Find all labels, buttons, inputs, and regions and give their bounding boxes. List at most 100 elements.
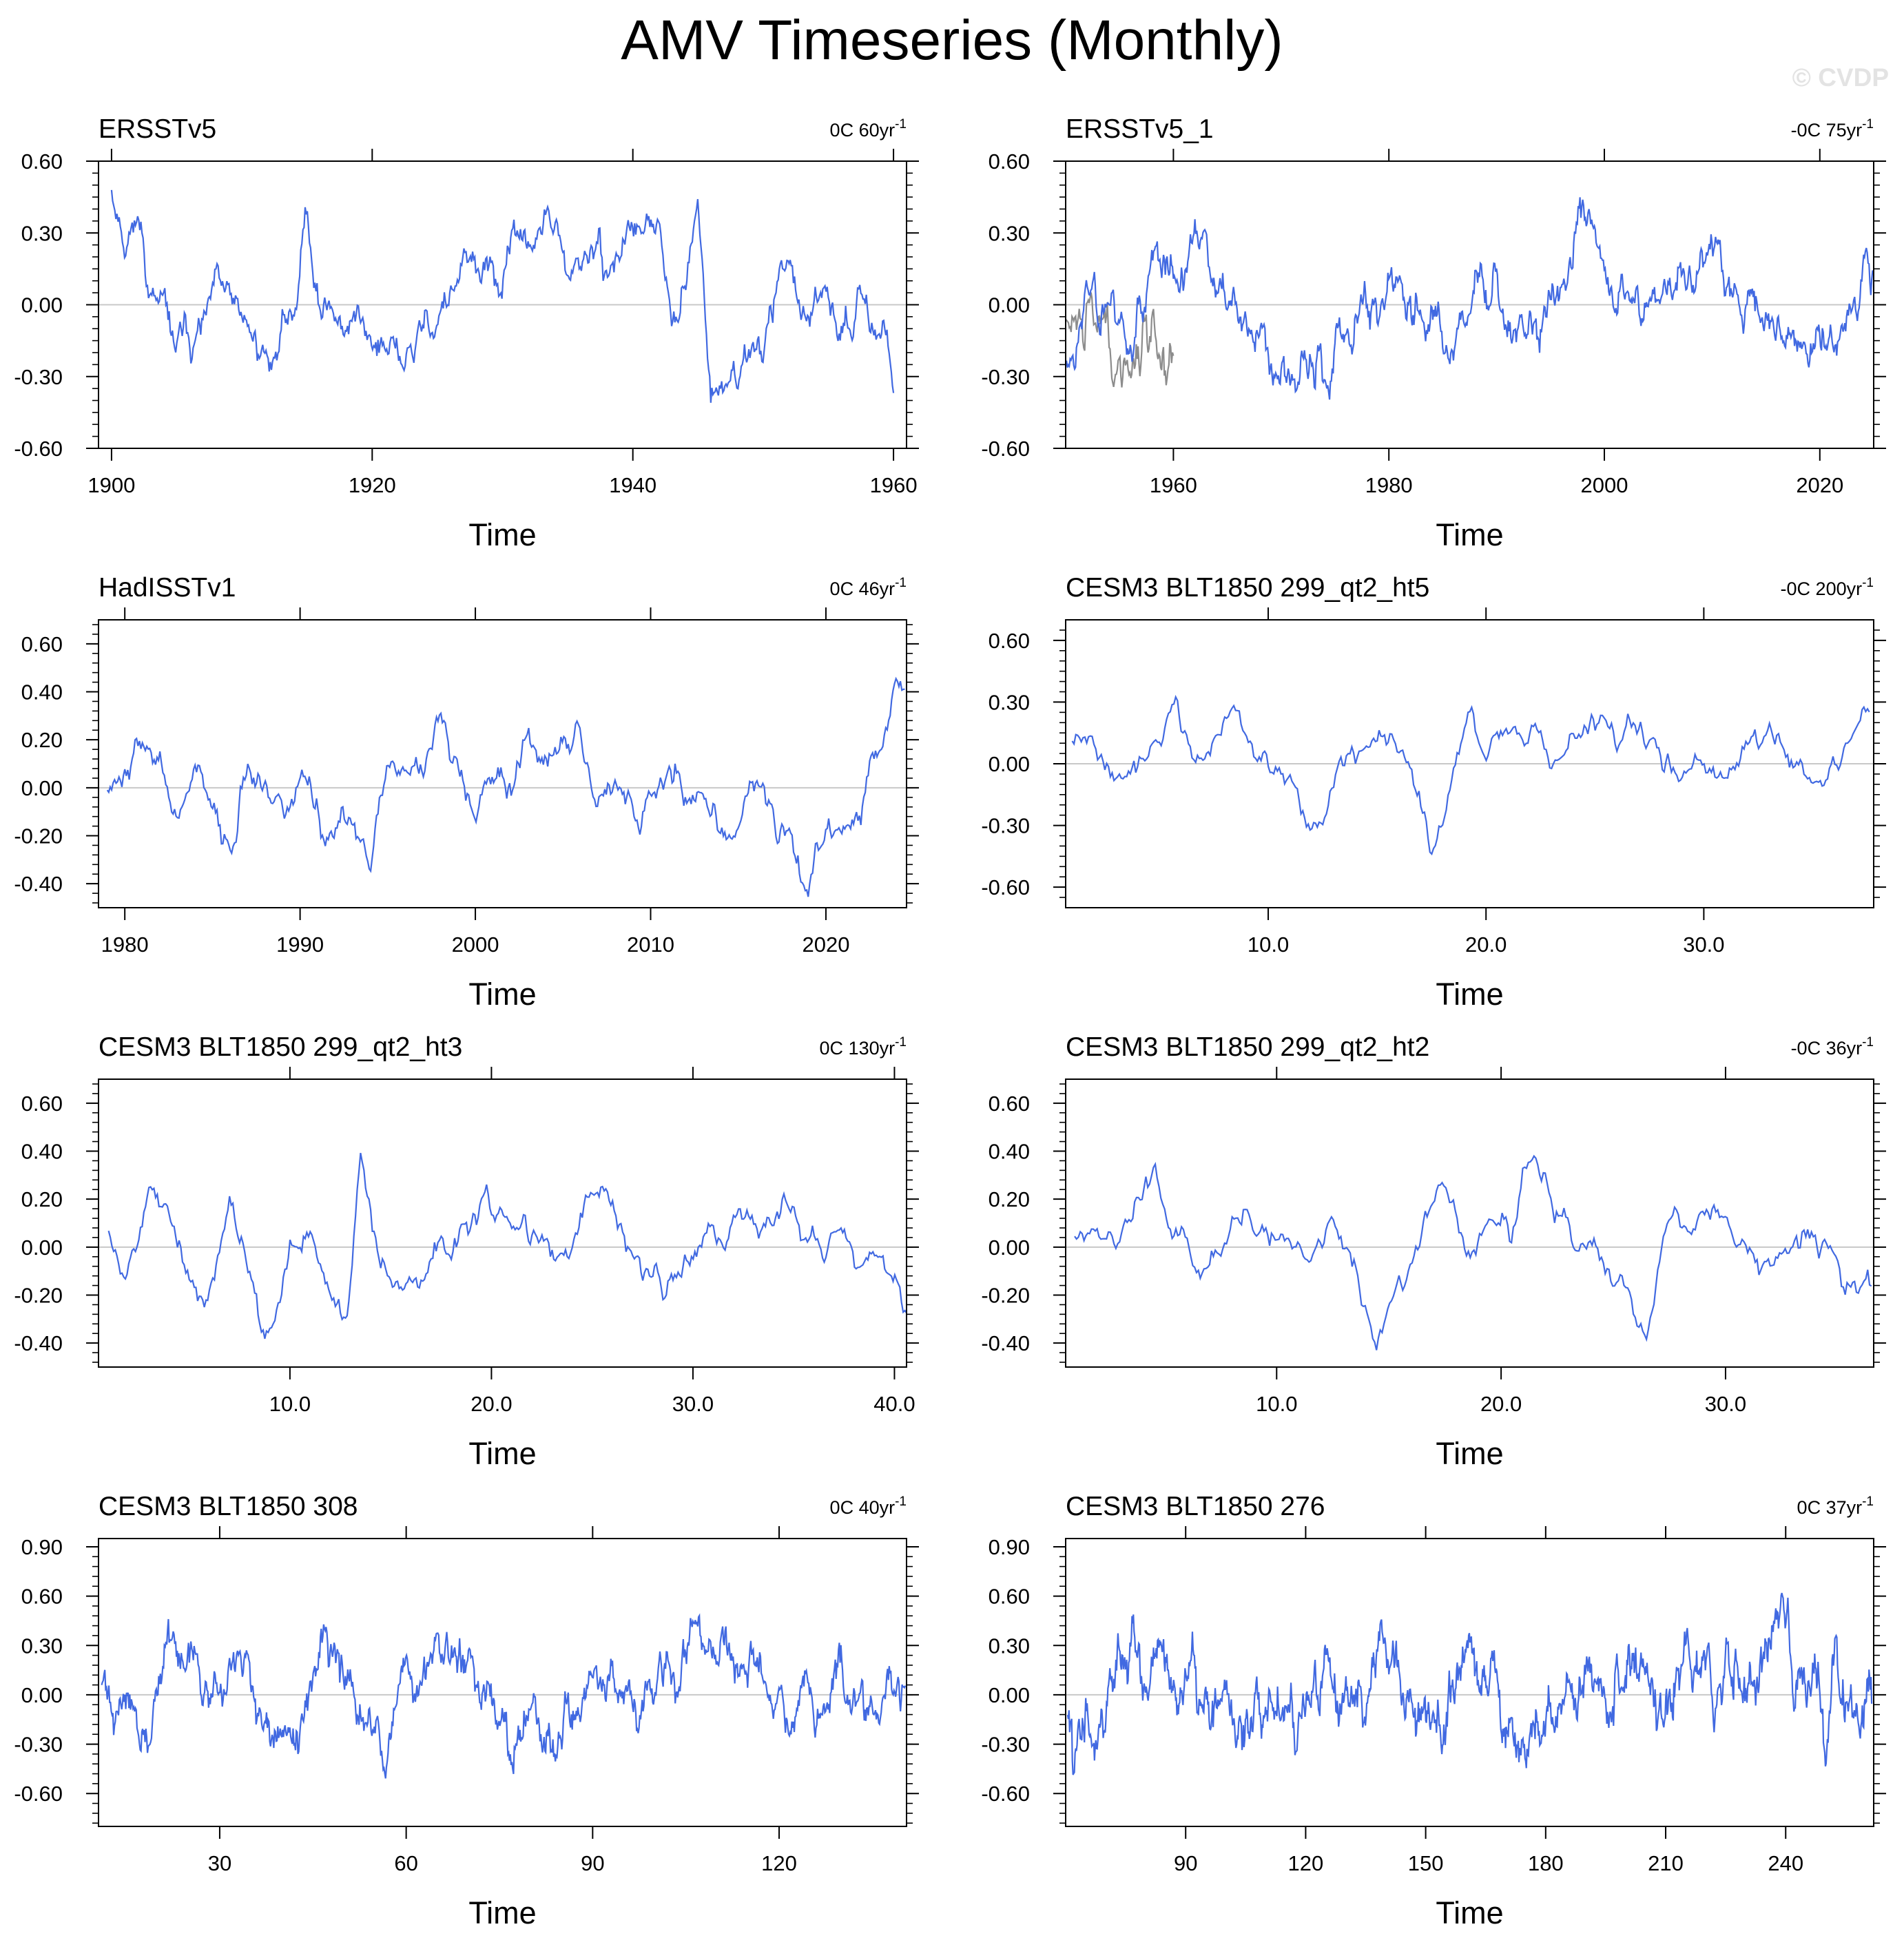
trend-label: -0C 36yr-1 <box>1791 1035 1874 1059</box>
chart-panel-5: -0.40 -0.20 0.00 0.20 0.40 0.60 10.0 20.0 30.0 40… <box>14 1032 919 1471</box>
trend-label-exponent: -1 <box>895 1494 907 1509</box>
x-tick-label: 30.0 <box>672 1392 714 1416</box>
y-tick-label: 0.00 <box>989 293 1030 317</box>
x-tick-label: 20.0 <box>1480 1392 1522 1416</box>
trend-label-exponent: -1 <box>1862 576 1874 590</box>
plot-frame <box>1065 1078 1874 1368</box>
trend-label: 0C 130yr-1 <box>820 1035 907 1059</box>
y-tick-label: -0.30 <box>14 365 63 389</box>
y-tick-label: -0.40 <box>14 1331 63 1355</box>
panel-title: ERSSTv5 <box>99 114 216 144</box>
y-tick-label: 0.00 <box>989 752 1030 776</box>
chart-panel-2: -0.60 -0.30 0.00 0.30 0.60 1960 1980 2000 2020 ER… <box>981 114 1886 552</box>
x-tick-label: 150 <box>1408 1851 1444 1875</box>
y-tick-label: 0.30 <box>989 221 1030 245</box>
y-tick-label: 0.00 <box>989 1236 1030 1260</box>
y-tick-label: 0.60 <box>989 1092 1030 1116</box>
chart-panel-6: -0.40 -0.20 0.00 0.20 0.40 0.60 10.0 20.0 30.0 CE… <box>981 1032 1886 1471</box>
x-tick-label: 10.0 <box>1248 932 1289 957</box>
y-tick-label: -0.30 <box>981 814 1030 838</box>
trend-label-exponent: -1 <box>895 576 907 590</box>
plot-frame <box>98 1078 907 1368</box>
plot-frame <box>1065 619 1874 908</box>
x-tick-label: 120 <box>761 1851 797 1875</box>
x-tick-label: 210 <box>1648 1851 1684 1875</box>
y-tick-label: 0.60 <box>989 149 1030 174</box>
x-tick-label: 30.0 <box>1683 932 1724 957</box>
y-tick-label: 0.20 <box>989 1187 1030 1211</box>
x-tick-label: 2020 <box>802 932 849 957</box>
x-tick-label: 1980 <box>101 932 149 957</box>
x-tick-label: 1900 <box>87 473 135 497</box>
trend-label: 0C 37yr-1 <box>1797 1494 1874 1518</box>
x-tick-label: 1940 <box>609 473 656 497</box>
y-tick-label: -0.60 <box>14 1782 63 1806</box>
chart-panel-8: -0.60 -0.30 0.00 0.30 0.60 0.90 90 120 150 180 210… <box>981 1492 1886 1930</box>
y-tick-label: 0.00 <box>21 1683 63 1707</box>
trend-label: -0C 200yr-1 <box>1781 576 1874 599</box>
chart-panel-3: -0.40 -0.20 0.00 0.20 0.40 0.60 1980 1990 2000 20… <box>14 573 919 1012</box>
trend-label: 0C 60yr-1 <box>830 117 907 140</box>
y-tick-label: 0.30 <box>21 221 63 245</box>
y-tick-label: 0.60 <box>21 149 63 174</box>
panel-title: CESM3 BLT1850 299_qt2_ht5 <box>1066 573 1429 603</box>
series-line <box>110 189 895 403</box>
panel-title: CESM3 BLT1850 299_qt2_ht3 <box>99 1032 462 1062</box>
y-tick-label: 0.20 <box>21 1187 63 1211</box>
x-tick-label: 30 <box>208 1851 231 1875</box>
x-tick-label: 60 <box>394 1851 417 1875</box>
y-tick-label: -0.60 <box>981 1782 1030 1806</box>
y-tick-label: -0.60 <box>981 875 1030 899</box>
y-tick-label: 0.00 <box>21 776 63 800</box>
x-tick-label: 1980 <box>1365 473 1413 497</box>
plot-frame <box>1065 160 1874 449</box>
y-tick-label: 0.00 <box>989 1683 1030 1707</box>
plot-frame <box>1065 1538 1874 1827</box>
y-tick-label: 0.60 <box>21 632 63 656</box>
y-tick-label: 0.20 <box>21 728 63 752</box>
series-line <box>107 1152 907 1340</box>
y-tick-label: 0.90 <box>989 1535 1030 1559</box>
x-axis-label: Time <box>1436 517 1503 552</box>
x-axis-label: Time <box>468 517 536 552</box>
series-line <box>1066 1592 1873 1775</box>
x-tick-label: 2020 <box>1796 473 1843 497</box>
x-tick-label: 1990 <box>276 932 324 957</box>
x-tick-label: 40.0 <box>873 1392 915 1416</box>
panel-title: CESM3 BLT1850 299_qt2_ht2 <box>1066 1032 1429 1062</box>
y-tick-label: 0.40 <box>989 1140 1030 1164</box>
y-tick-label: 0.00 <box>21 293 63 317</box>
y-tick-label: 0.60 <box>989 629 1030 653</box>
x-axis-label: Time <box>468 1895 536 1930</box>
trend-label-exponent: -1 <box>1862 117 1874 132</box>
x-tick-label: 2000 <box>1581 473 1628 497</box>
x-tick-label: 1960 <box>870 473 918 497</box>
y-tick-label: 0.60 <box>21 1092 63 1116</box>
series-line <box>106 676 905 897</box>
chart-panel-4: -0.60 -0.30 0.00 0.30 0.60 10.0 20.0 30.0 CESM3 … <box>981 573 1886 1012</box>
y-tick-label: -0.30 <box>981 365 1030 389</box>
x-tick-label: 10.0 <box>269 1392 311 1416</box>
plot-frame <box>98 619 907 908</box>
panel-title: HadISSTv1 <box>99 573 236 603</box>
x-axis-label: Time <box>1436 1895 1503 1930</box>
y-tick-label: 0.60 <box>989 1585 1030 1609</box>
y-tick-label: 0.90 <box>21 1535 63 1559</box>
x-tick-label: 1920 <box>349 473 396 497</box>
chart-panel-7: -0.60 -0.30 0.00 0.30 0.60 0.90 30 60 90 120 CESM3… <box>14 1492 919 1930</box>
x-tick-label: 30.0 <box>1705 1392 1746 1416</box>
panel-title: CESM3 BLT1850 308 <box>99 1492 358 1521</box>
series-line <box>1071 694 1870 856</box>
x-axis-label: Time <box>1436 1436 1503 1471</box>
panel-title: CESM3 BLT1850 276 <box>1066 1492 1325 1521</box>
watermark: © CVDP <box>1792 63 1889 92</box>
y-tick-label: 0.40 <box>21 680 63 705</box>
y-tick-label: 0.40 <box>21 1140 63 1164</box>
y-tick-label: 0.30 <box>989 1634 1030 1658</box>
y-tick-label: 0.00 <box>21 1236 63 1260</box>
y-tick-label: -0.60 <box>981 437 1030 461</box>
trend-label: 0C 46yr-1 <box>830 576 907 599</box>
x-tick-label: 240 <box>1768 1851 1803 1875</box>
series-line-overlay <box>1066 292 1175 388</box>
x-tick-label: 2000 <box>452 932 499 957</box>
